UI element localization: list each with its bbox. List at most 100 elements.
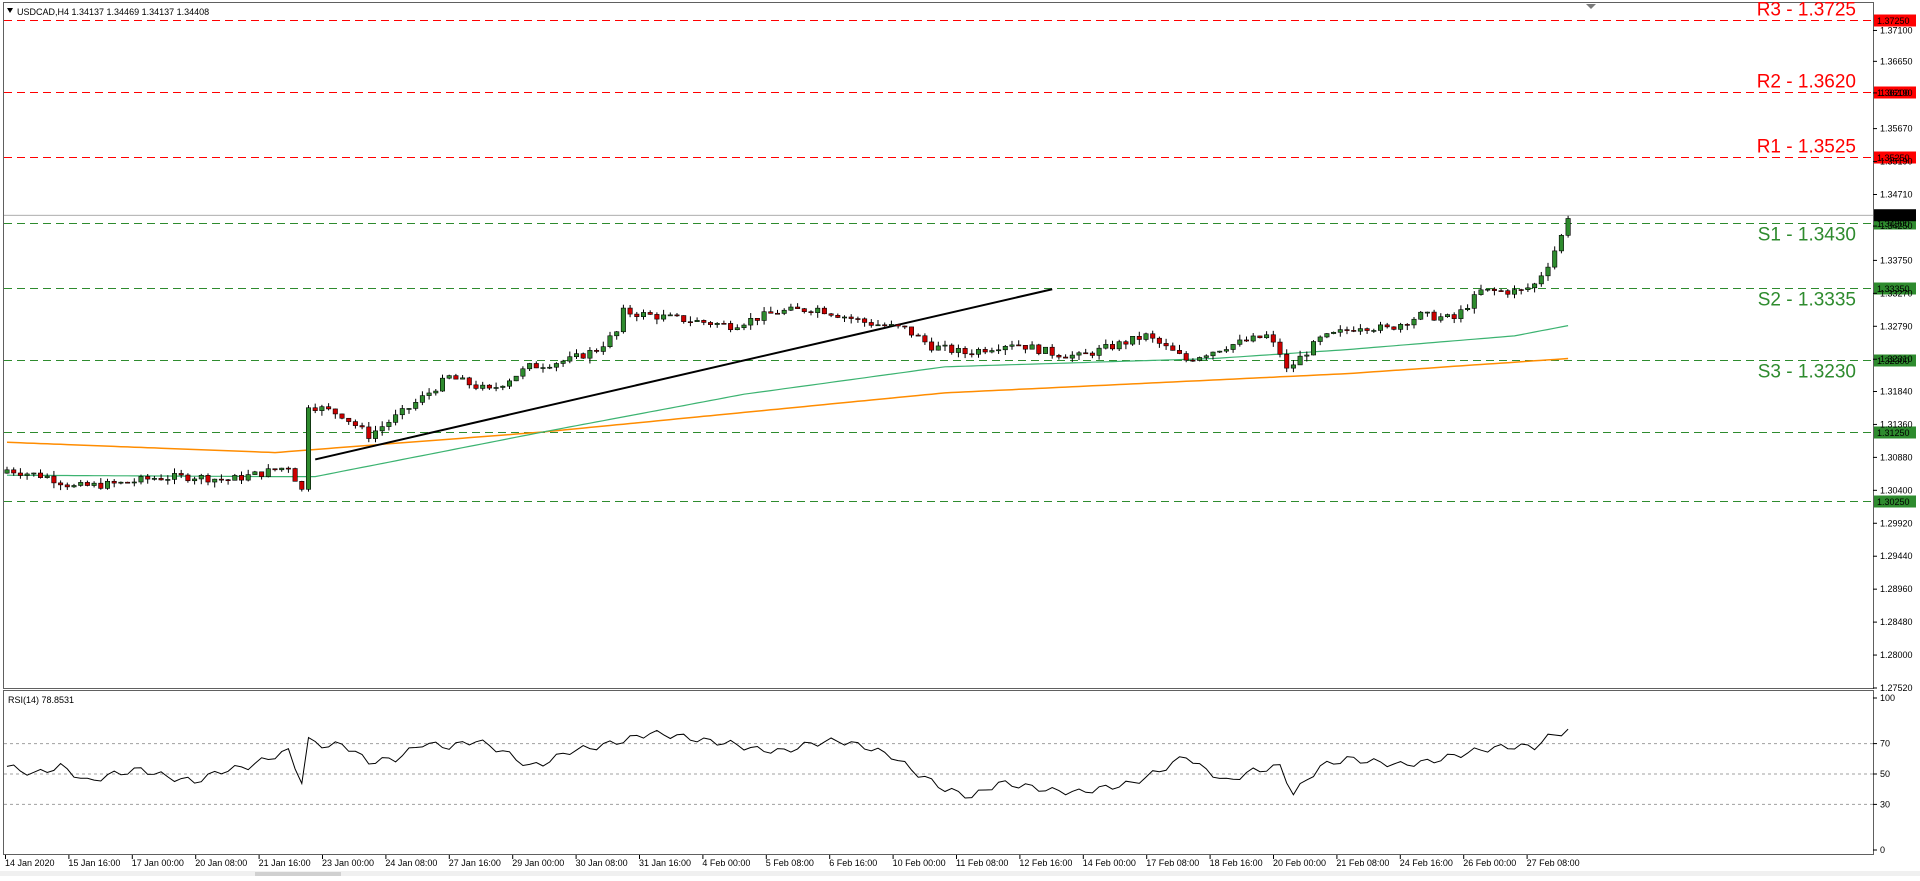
scroll-marker-icon[interactable] [1586,4,1596,9]
candle[interactable] [279,467,285,472]
candle[interactable] [741,323,747,331]
candle[interactable] [1264,331,1270,339]
candle[interactable] [1009,340,1015,350]
candle[interactable] [64,482,70,490]
candle[interactable] [1096,344,1102,360]
candle[interactable] [1558,233,1564,254]
candle[interactable] [346,417,352,425]
candle[interactable] [1043,346,1049,354]
candle[interactable] [1485,288,1491,292]
candle[interactable] [748,313,754,330]
candle[interactable] [614,331,620,340]
candle[interactable] [1337,325,1343,337]
candle[interactable] [399,405,405,420]
candle[interactable] [975,347,981,358]
candle[interactable] [1103,339,1109,350]
candle[interactable] [520,366,526,380]
candle[interactable] [640,309,646,320]
candle[interactable] [4,466,10,474]
candle[interactable] [17,468,23,479]
candle[interactable] [91,481,97,488]
candle[interactable] [627,305,633,318]
candle[interactable] [707,321,713,328]
candle[interactable] [761,307,767,325]
candle[interactable] [145,474,151,484]
candle[interactable] [694,317,700,323]
candle[interactable] [815,305,821,318]
candle[interactable] [319,404,325,416]
candle[interactable] [198,473,204,485]
candle[interactable] [332,408,338,419]
candle[interactable] [620,304,626,334]
candle[interactable] [875,320,881,327]
candle[interactable] [386,419,392,431]
candle[interactable] [1491,287,1497,296]
candle[interactable] [553,362,559,372]
candle[interactable] [1391,326,1397,331]
candle[interactable] [1116,339,1122,351]
candle[interactable] [801,307,807,314]
candle[interactable] [1049,344,1055,359]
candle[interactable] [1498,289,1504,292]
candle[interactable] [573,349,579,359]
candle[interactable] [1130,336,1136,346]
candle[interactable] [1371,328,1377,333]
candle[interactable] [413,398,419,411]
candle[interactable] [1525,283,1531,292]
candle[interactable] [996,344,1002,354]
candle[interactable] [158,474,164,481]
candle[interactable] [111,479,117,488]
candle[interactable] [795,303,801,309]
trendline[interactable] [314,288,1053,461]
candle[interactable] [989,347,995,354]
candle[interactable] [51,470,57,489]
candle[interactable] [821,306,827,315]
candle[interactable] [1471,291,1477,314]
candle[interactable] [84,480,90,487]
candle[interactable] [359,422,365,430]
candle[interactable] [1290,360,1296,373]
candle[interactable] [393,409,399,426]
candle[interactable] [205,473,211,486]
candle[interactable] [352,419,358,429]
candle[interactable] [888,320,894,327]
candle[interactable] [788,303,794,312]
candle[interactable] [982,346,988,355]
candle[interactable] [486,384,492,390]
candle[interactable] [1384,322,1390,329]
candle[interactable] [1170,342,1176,351]
candle[interactable] [674,312,680,317]
candle[interactable] [567,351,573,364]
candle[interactable] [118,481,124,485]
candle[interactable] [1532,282,1538,293]
candle[interactable] [406,408,412,414]
candle[interactable] [178,469,184,479]
candle[interactable] [366,421,372,443]
candle[interactable] [895,323,901,329]
candle[interactable] [1217,350,1223,353]
horizontal-scrollbar[interactable] [0,871,1920,876]
candle[interactable] [125,481,131,484]
candle[interactable] [239,471,245,484]
candle[interactable] [31,472,37,477]
candle[interactable] [506,378,512,390]
candle[interactable] [513,375,519,382]
candle[interactable] [1398,322,1404,333]
candle[interactable] [473,380,479,391]
candle[interactable] [600,341,606,355]
candle[interactable] [882,322,888,327]
candle[interactable] [754,318,760,326]
candle[interactable] [942,340,948,352]
candle[interactable] [172,468,178,485]
candle[interactable] [419,391,425,406]
candle[interactable] [138,474,144,485]
candle[interactable] [949,343,955,355]
candle[interactable] [446,374,452,380]
candle[interactable] [607,331,613,349]
candle[interactable] [1089,351,1095,359]
candle[interactable] [1190,358,1196,362]
candle[interactable] [654,312,660,325]
candle[interactable] [285,466,291,473]
candle[interactable] [1163,338,1169,350]
